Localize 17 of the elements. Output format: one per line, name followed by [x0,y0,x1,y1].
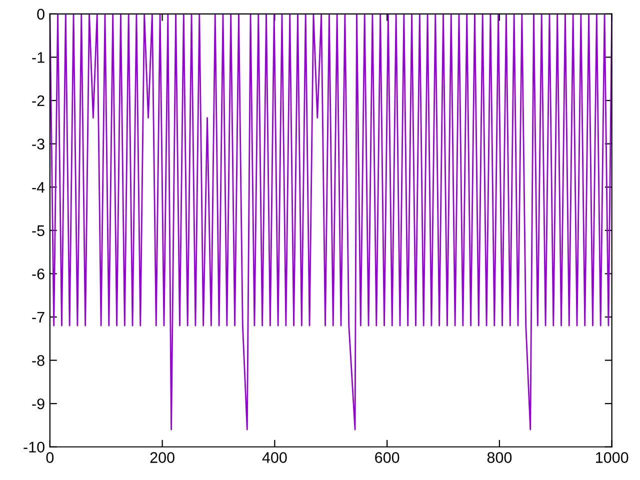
y-tick-label: -7 [32,312,44,323]
x-tick-label: 200 [150,452,174,463]
y-tick-label: 0 [37,8,44,20]
x-tick-label: 1000 [596,452,628,463]
x-tick-label: 0 [46,452,54,463]
y-tick-label: -9 [32,398,44,410]
x-tick-label: 600 [375,452,400,463]
y-tick-label: -2 [32,95,44,106]
y-tick-label: -4 [32,182,45,193]
y-tick-label: -6 [32,268,44,280]
x-tick-label: 800 [487,452,512,463]
y-tick-label: -3 [32,138,44,150]
x-tick-label: 400 [262,452,287,463]
y-tick-label: -8 [32,355,44,366]
y-tick-label: -1 [32,52,44,63]
y-tick-label: -10 [24,442,44,453]
y-tick-label: -5 [32,225,44,236]
